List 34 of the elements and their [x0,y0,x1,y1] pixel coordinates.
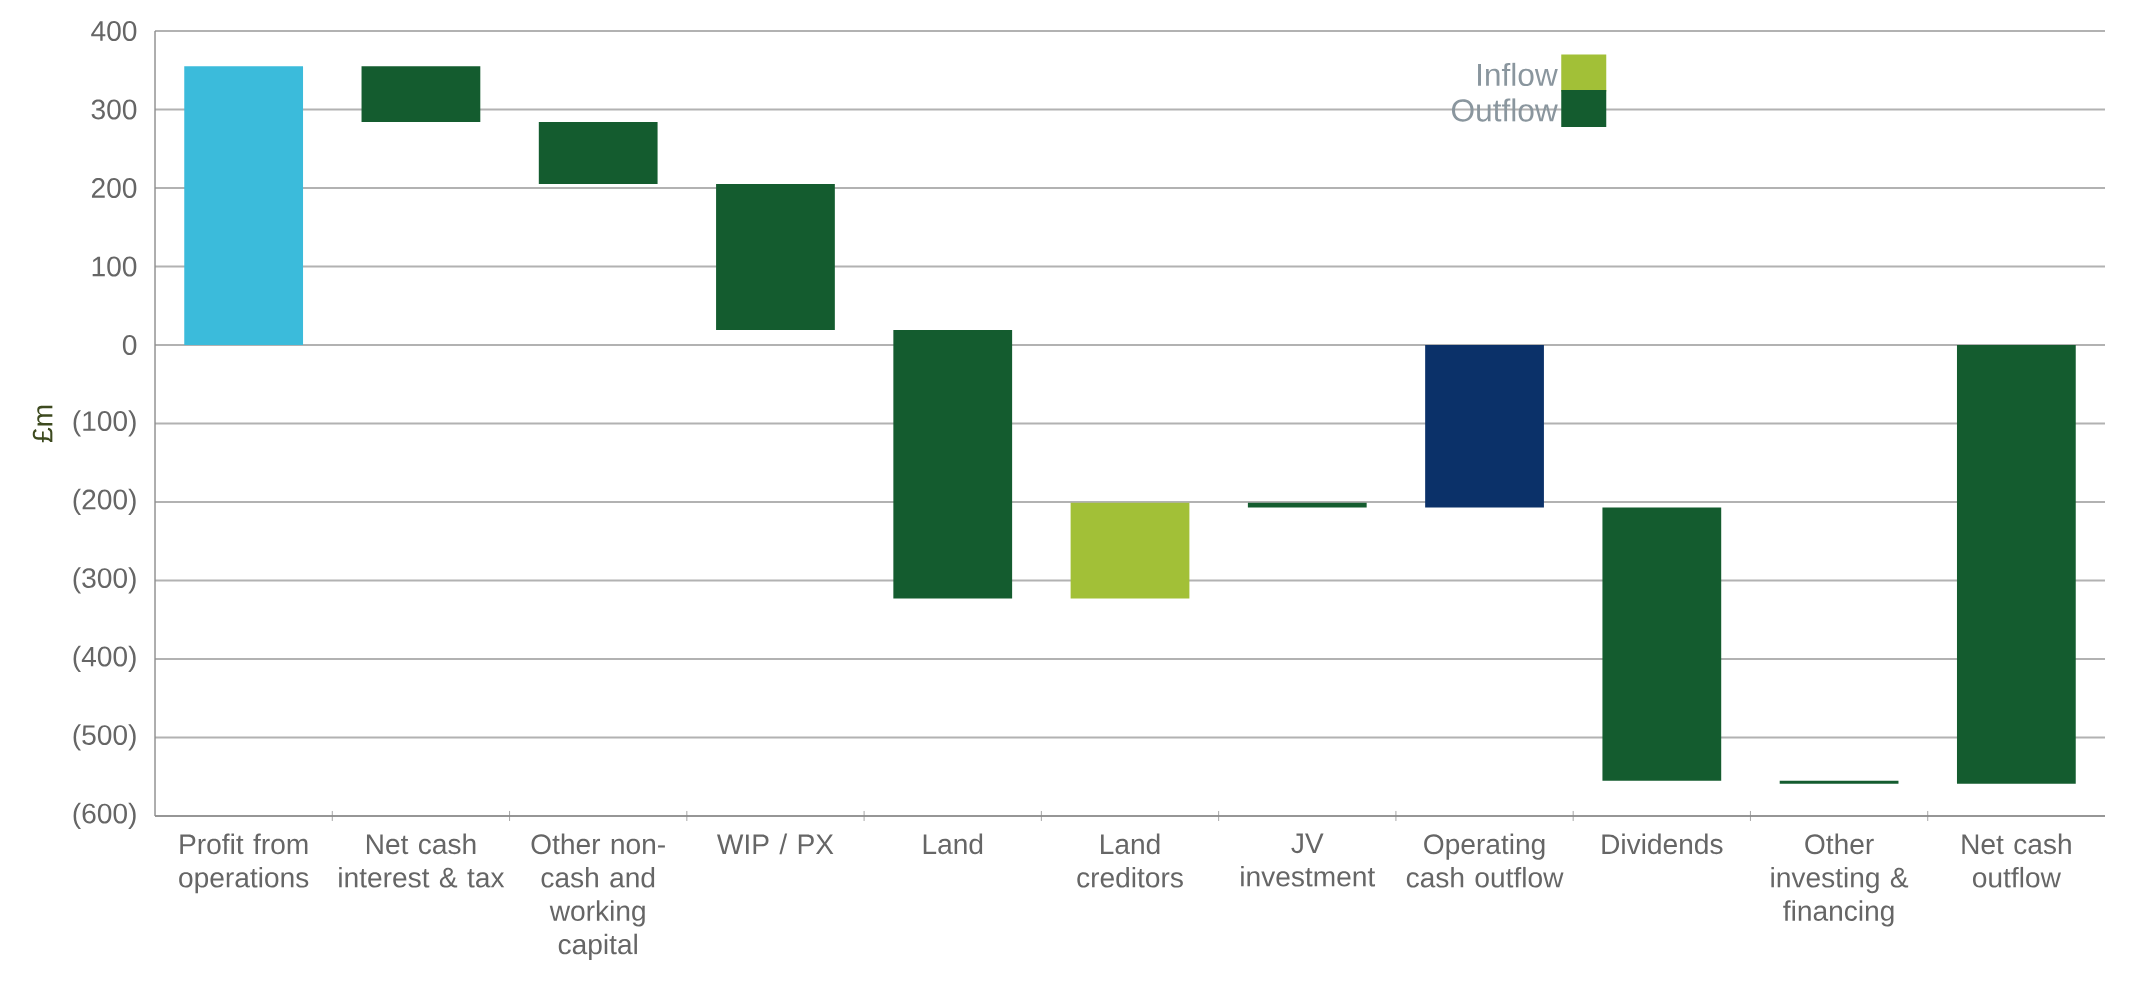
x-tick-label: Land [923,833,983,855]
bar [1956,344,2076,784]
bar [184,66,304,345]
bar [1425,344,1544,508]
x-tick-label: Other investing & financing [1771,833,1909,927]
y-tick-label: (200) [73,488,136,516]
y-tick-label: (500) [73,724,136,751]
y-tick-label: 300 [91,99,137,120]
x-tick-label: Dividends [1602,833,1723,855]
bar [361,66,481,123]
y-tick-label: 200 [91,178,137,198]
y-tick-label: (300) [73,567,136,594]
y-tick-label: (100) [73,410,136,437]
bar [538,122,658,185]
y-tick-label: 100 [92,256,137,277]
x-tick-label: Net cash interest & tax [339,833,505,888]
x-tick-label: WIP / PX [716,833,834,855]
x-tick-label: Net cash outflow [1962,833,2071,888]
bar [716,184,835,331]
bar [1779,780,1899,784]
bar [1602,507,1722,781]
x-tick-label: Other non-cash and working capital [531,833,665,960]
x-tick-label: Profit from operations [179,833,309,894]
legend-label: Inflow [1478,62,1558,87]
y-tick-label: (400) [73,645,136,673]
y-axis-title: £m [32,405,53,443]
y-tick-label: 0 [122,335,137,355]
bar [893,330,1013,599]
y-tick-label: (600) [73,802,136,830]
x-tick-label: Operating cash outflow [1406,833,1564,888]
x-tick-label: JV investment [1241,833,1376,887]
x-tick-label: Land creditors [1077,833,1183,888]
y-tick-label: 400 [91,21,137,41]
bar [1070,502,1190,599]
